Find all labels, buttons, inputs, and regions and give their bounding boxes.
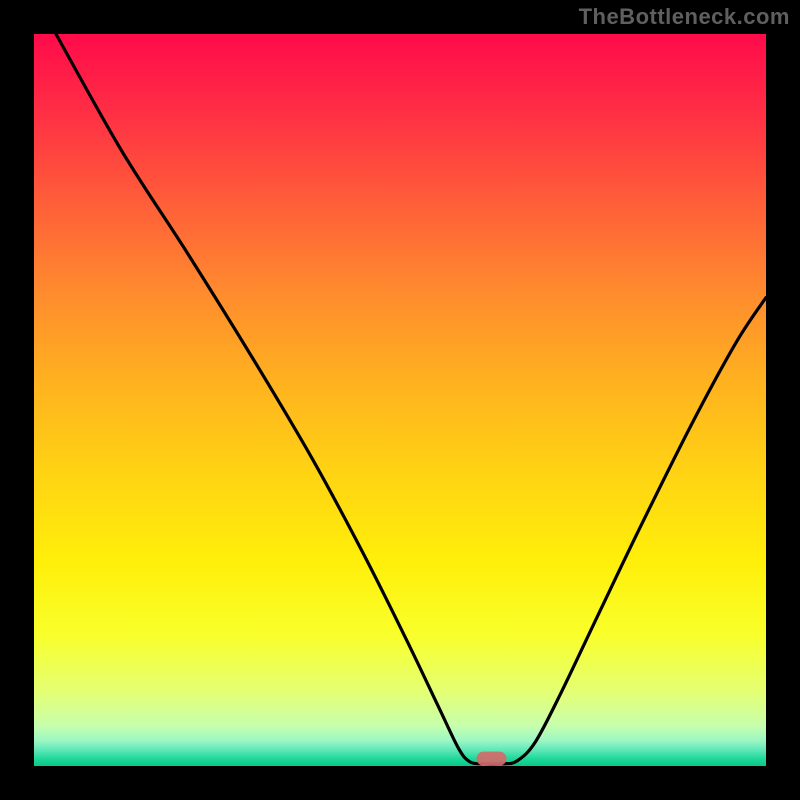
plot-background bbox=[34, 34, 766, 766]
chart-stage: TheBottleneck.com bbox=[0, 0, 800, 800]
watermark-label: TheBottleneck.com bbox=[579, 4, 790, 30]
minimum-marker bbox=[477, 752, 507, 766]
chart-svg bbox=[0, 0, 800, 800]
